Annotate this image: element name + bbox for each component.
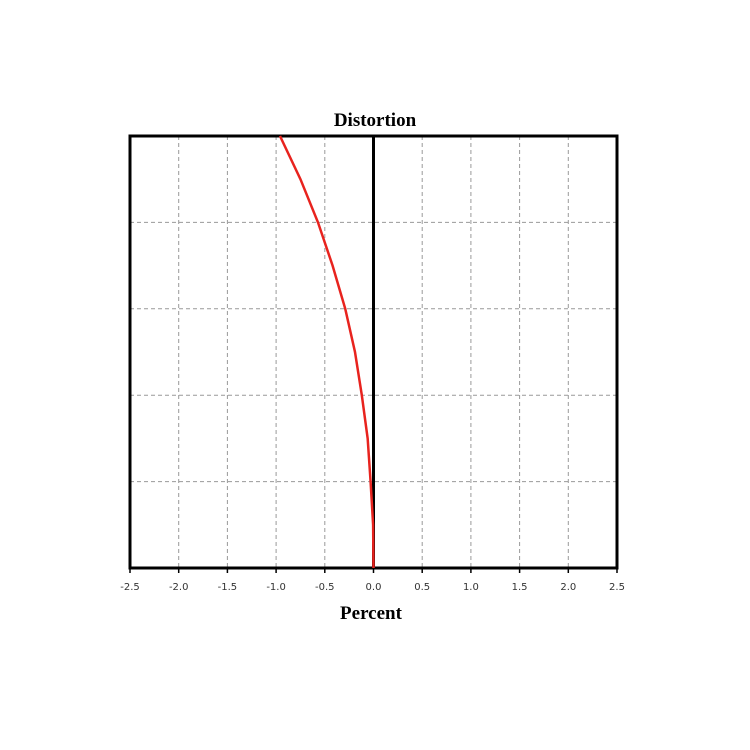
x-axis-label: Percent bbox=[340, 603, 403, 624]
x-tick-label: -2.5 bbox=[120, 582, 140, 593]
x-tick-label: -2.0 bbox=[169, 582, 189, 593]
x-tick-label: -0.5 bbox=[315, 582, 335, 593]
x-tick-label: -1.5 bbox=[218, 582, 238, 593]
series-line bbox=[278, 135, 375, 569]
x-tick-label: 2.5 bbox=[609, 582, 625, 593]
chart-title: Distortion bbox=[334, 110, 417, 131]
x-tick-label: -1.0 bbox=[266, 582, 286, 593]
x-tick-label: 1.0 bbox=[463, 582, 479, 593]
x-tick-label: 0.5 bbox=[414, 582, 430, 593]
x-tick-label: 1.5 bbox=[512, 582, 528, 593]
x-tick-label: 0.0 bbox=[366, 582, 382, 593]
x-tick-label: 2.0 bbox=[560, 582, 576, 593]
